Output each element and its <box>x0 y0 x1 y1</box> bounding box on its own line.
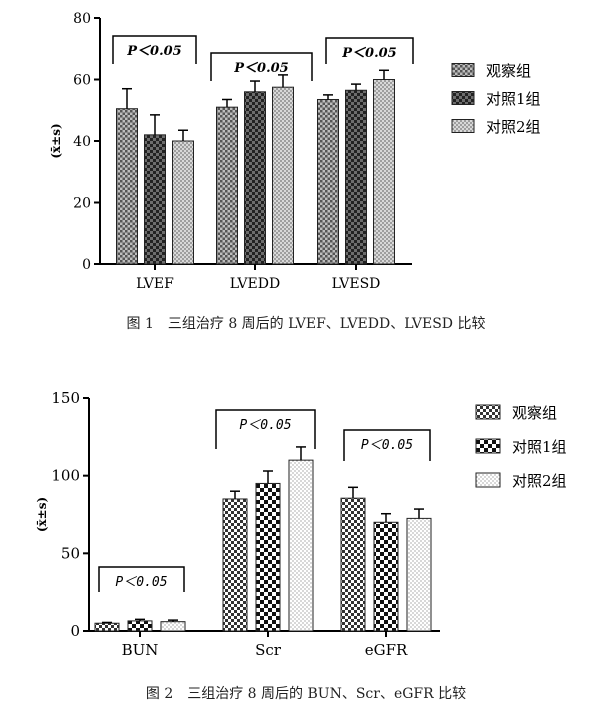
significance-annotation: P＜0.05 <box>341 46 396 61</box>
bar <box>222 498 248 632</box>
bar <box>127 620 153 632</box>
x-tick-label: LVEDD <box>230 276 280 292</box>
bar <box>116 108 138 265</box>
y-tick-label: 20 <box>73 196 91 212</box>
legend-swatch <box>475 472 501 488</box>
significance-bracket <box>210 52 313 81</box>
significance-annotation: P＜0.05 <box>239 418 291 433</box>
significance-bracket <box>325 37 414 64</box>
y-tick-label: 40 <box>73 134 91 150</box>
bar <box>406 517 432 632</box>
y-tick-label: 50 <box>61 544 80 562</box>
y-tick-label: 0 <box>70 622 80 640</box>
significance-annotation: P＜0.05 <box>115 575 167 590</box>
significance-bracket <box>343 429 431 461</box>
bar <box>144 134 166 265</box>
bar <box>373 79 395 265</box>
x-tick-label: BUN <box>122 641 159 659</box>
significance-annotation: P＜0.05 <box>361 438 413 453</box>
y-tick-label: 100 <box>51 467 80 485</box>
bar <box>160 621 186 632</box>
legend-swatch <box>475 404 501 420</box>
legend-swatch <box>451 119 475 133</box>
x-tick-label: LVEF <box>136 276 174 292</box>
chart-2: 0 50 100 150 (x̄±s) BUN P＜0.05 Scr P＜0.05 eGFR P＜0… <box>35 389 567 659</box>
significance-annotation: P＜0.05 <box>233 61 288 76</box>
bar <box>255 482 281 632</box>
chart-1: 0 20 40 60 80 (x̄±s) LVEF P＜0.05 LVEDD P＜0.05 LVES… <box>49 11 541 292</box>
legend-label: 对照1组 <box>486 90 541 108</box>
bar <box>94 622 120 632</box>
bar <box>288 459 314 632</box>
figure-2-caption: 图 2 三组治疗 8 周后的 BUN、Scr、eGFR 比较 <box>145 686 467 702</box>
y-tick-label: 60 <box>73 73 91 89</box>
legend-label: 对照1组 <box>512 438 567 456</box>
y-axis-label: (x̄±s) <box>49 123 63 158</box>
y-axis-label: (x̄±s) <box>35 497 49 532</box>
figure-1-caption: 图 1 三组治疗 8 周后的 LVEF、LVEDD、LVESD 比较 <box>126 316 486 332</box>
legend-label: 对照2组 <box>486 118 541 136</box>
bar <box>340 497 366 632</box>
x-tick-label: LVESD <box>332 276 381 292</box>
significance-bracket <box>98 566 185 592</box>
significance-annotation: P＜0.05 <box>126 44 181 59</box>
bar <box>373 521 399 632</box>
bar <box>244 91 266 265</box>
bar <box>216 106 238 265</box>
y-tick-label: 150 <box>51 389 80 407</box>
x-tick-label: Scr <box>255 641 282 659</box>
legend-swatch <box>451 91 475 105</box>
legend-label: 对照2组 <box>512 472 567 490</box>
legend-swatch <box>475 438 501 454</box>
significance-bracket <box>112 35 197 64</box>
legend-label: 观察组 <box>486 62 531 80</box>
x-tick-label: eGFR <box>365 641 408 659</box>
significance-bracket <box>215 409 316 449</box>
y-tick-label: 0 <box>82 257 91 273</box>
bar <box>172 140 194 265</box>
y-tick-label: 80 <box>73 11 91 27</box>
legend-label: 观察组 <box>512 404 557 422</box>
legend-swatch <box>451 63 475 77</box>
bar <box>345 89 367 265</box>
bar <box>317 98 339 265</box>
bar <box>272 86 294 265</box>
